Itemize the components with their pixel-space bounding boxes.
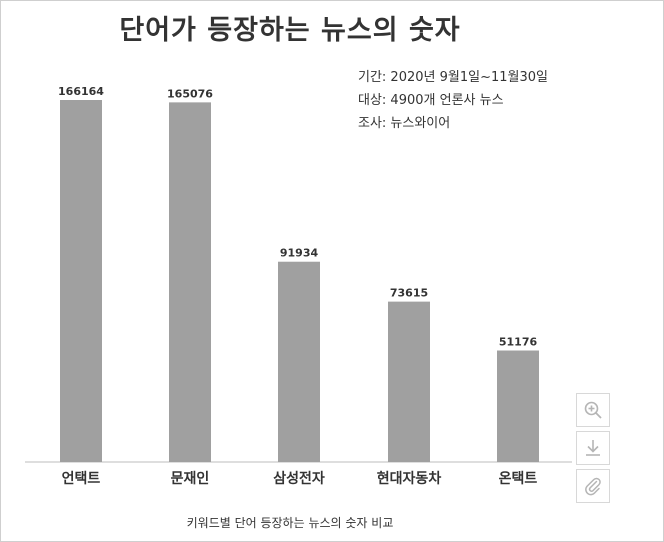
data-label-4: 73615 [390, 287, 428, 300]
zoom-in-button[interactable] [576, 393, 610, 427]
note-target: 대상: 4900개 언론사 뉴스 [358, 93, 504, 108]
category-label-1: 언택트 [62, 470, 101, 487]
chart-title: 단어가 등장하는 뉴스의 숫자 [119, 15, 461, 46]
download-button[interactable] [576, 431, 610, 465]
note-period: 기간: 2020년 9월1일~11월30일 [358, 70, 548, 85]
bar-3 [278, 261, 320, 462]
zoom-in-icon [584, 401, 602, 419]
category-label-3: 삼성전자 [273, 470, 325, 487]
data-label-2: 165076 [167, 87, 213, 100]
paperclip-icon [585, 477, 601, 496]
category-label-4: 현대자동차 [377, 471, 442, 487]
bar-1 [60, 100, 102, 462]
note-source: 조사: 뉴스와이어 [358, 116, 451, 131]
data-label-1: 166164 [58, 85, 104, 98]
bar-5 [497, 350, 539, 462]
data-label-3: 91934 [280, 247, 319, 260]
bar-2 [169, 102, 211, 462]
attach-button[interactable] [576, 469, 610, 503]
category-label-2: 문재인 [171, 470, 210, 487]
category-label-5: 온택트 [499, 470, 538, 487]
bar-chart: 166164 언택트 165076 문재인 91934 삼성전자 73615 현대자동차 511… [25, 85, 572, 487]
data-label-5: 51176 [499, 336, 538, 349]
bar-4 [388, 301, 430, 462]
download-icon [586, 440, 600, 456]
chart-caption: 키워드별 단어 등장하는 뉴스의 숫자 비교 [186, 516, 394, 530]
